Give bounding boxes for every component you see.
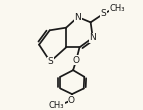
Text: O: O (68, 96, 75, 105)
Text: S: S (47, 57, 53, 66)
Text: N: N (89, 33, 96, 42)
Text: S: S (101, 9, 106, 18)
Text: O: O (73, 56, 80, 65)
Text: CH₃: CH₃ (49, 101, 64, 110)
Text: CH₃: CH₃ (110, 4, 125, 13)
Text: N: N (75, 13, 81, 22)
